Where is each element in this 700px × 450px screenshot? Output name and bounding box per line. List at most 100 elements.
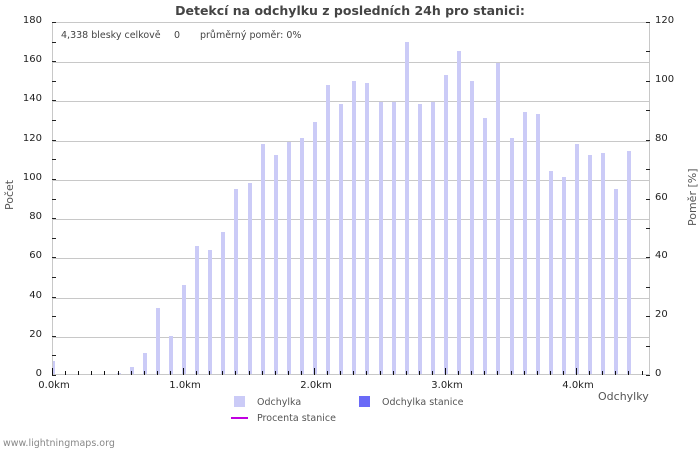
x-tick-mark	[275, 371, 276, 375]
x-axis-label: Odchylky	[598, 390, 649, 403]
y-axis-right-label: Poměr [%]	[686, 168, 699, 226]
x-tick-mark	[157, 371, 158, 375]
y-tick-mark	[52, 178, 56, 180]
y-right-tick-mark	[646, 22, 650, 23]
bar	[548, 171, 553, 375]
x-tick-mark	[471, 371, 472, 375]
x-tick-mark	[340, 371, 341, 375]
x-tick-mark	[589, 371, 590, 375]
y-tick-mark	[52, 375, 56, 376]
bar	[391, 102, 396, 375]
bar	[509, 137, 514, 375]
y-tick-mark	[52, 100, 56, 102]
x-tick-mark	[91, 371, 92, 375]
bar	[286, 141, 291, 375]
bar	[614, 188, 619, 375]
legend-label-odchylka: Odchylka	[257, 397, 302, 408]
info-total: 4,338 blesky celkově	[61, 30, 161, 41]
legend-swatch-odchylka	[234, 396, 245, 407]
bar	[221, 231, 226, 375]
info-ratio: průměrný poměr: 0%	[200, 30, 302, 41]
gridline	[53, 62, 649, 64]
x-tick-mark	[563, 371, 564, 375]
y-tick-mark	[52, 198, 56, 200]
y-tick-label: 140	[22, 93, 42, 105]
y-tick-mark	[52, 61, 56, 63]
bar	[195, 245, 200, 375]
x-tick-label: 4.0km	[562, 380, 594, 391]
bar	[404, 41, 409, 375]
y-tick-label: 180	[22, 15, 42, 26]
x-tick-mark	[380, 371, 381, 375]
x-tick-mark	[235, 371, 236, 375]
x-tick-label: 0.0km	[38, 380, 70, 391]
x-tick-mark	[628, 371, 629, 375]
y-right-tick-mark	[646, 345, 650, 347]
x-tick-mark	[353, 371, 354, 375]
y-right-tick-label: 120	[655, 15, 675, 26]
x-tick-mark	[445, 368, 446, 375]
y-right-tick-label: 100	[655, 73, 675, 85]
y-right-tick-mark	[646, 375, 650, 376]
x-tick-mark	[222, 371, 223, 375]
x-tick-mark	[511, 371, 512, 375]
y-tick-mark	[52, 41, 56, 43]
legend-label-odchylka-stanice: Odchylka stanice	[382, 397, 464, 408]
x-tick-mark	[52, 368, 53, 375]
y-right-tick-label: 60	[655, 191, 668, 203]
bar	[339, 104, 344, 375]
y-tick-mark	[52, 218, 56, 220]
y-tick-mark	[52, 139, 56, 141]
bar	[496, 63, 501, 375]
footer-url: www.lightningmaps.org	[3, 438, 115, 449]
plot-area: 4,338 blesky celkově 0 průměrný poměr: 0…	[52, 22, 650, 375]
y-right-tick-mark	[646, 80, 650, 82]
x-tick-mark	[209, 371, 210, 375]
y-right-tick-label: 80	[655, 132, 668, 144]
y-tick-mark	[52, 257, 56, 259]
y-right-tick-label: 0	[655, 368, 662, 379]
x-tick-mark	[615, 371, 616, 375]
gridline	[53, 179, 649, 181]
y-tick-label: 100	[22, 171, 42, 183]
x-tick-label: 1.0km	[169, 380, 201, 391]
x-tick-mark	[65, 371, 66, 375]
y-right-tick-mark	[646, 227, 650, 229]
x-tick-mark	[393, 371, 394, 375]
x-tick-mark	[602, 371, 603, 375]
y-tick-mark	[52, 355, 56, 357]
x-tick-mark	[642, 371, 643, 375]
x-tick-mark	[249, 371, 250, 375]
bar	[601, 153, 606, 375]
gridline	[53, 258, 649, 260]
y-right-tick-label: 20	[655, 309, 668, 321]
bar	[273, 155, 278, 375]
bar	[247, 182, 252, 375]
y-tick-mark	[52, 120, 56, 122]
bar	[352, 80, 357, 375]
bar	[326, 84, 331, 375]
bar	[260, 143, 265, 375]
bar	[168, 335, 173, 375]
y-tick-mark	[52, 316, 56, 318]
y-tick-mark	[52, 276, 56, 278]
legend-line-procenta-stanice	[231, 417, 248, 419]
bar	[588, 155, 593, 375]
x-tick-mark	[497, 371, 498, 375]
y-right-tick-mark	[646, 139, 650, 141]
x-tick-mark	[406, 371, 407, 375]
bar	[142, 353, 147, 375]
y-tick-mark	[52, 22, 56, 23]
x-tick-mark	[301, 371, 302, 375]
x-tick-mark	[432, 371, 433, 375]
x-tick-mark	[576, 368, 577, 375]
chart-title: Detekcí na odchylku z posledních 24h pro…	[175, 3, 525, 18]
x-tick-mark	[524, 371, 525, 375]
y-tick-label: 0	[35, 368, 42, 379]
bar	[470, 80, 475, 375]
bar	[313, 122, 317, 375]
y-tick-label: 80	[29, 211, 42, 223]
x-tick-mark	[118, 371, 119, 375]
y-tick-mark	[52, 296, 56, 298]
y-right-tick-mark	[646, 316, 650, 318]
